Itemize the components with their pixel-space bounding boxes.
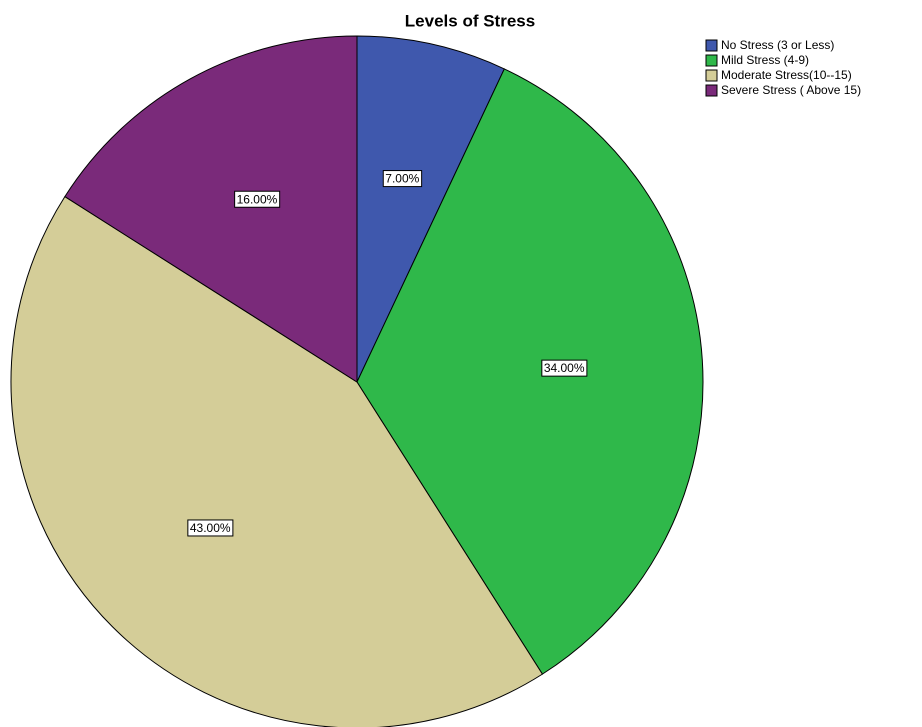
pie-slice: [356, 68, 704, 675]
data-label: 43.00%: [187, 519, 234, 537]
pie-slice: [64, 35, 358, 383]
data-label-text: 34.00%: [544, 361, 585, 375]
legend-swatch: [705, 39, 718, 52]
data-label-box: [382, 170, 423, 188]
legend-swatch: [705, 69, 718, 82]
data-label: 7.00%: [382, 170, 423, 188]
data-label-text: 7.00%: [385, 172, 419, 186]
legend-label: Mild Stress (4-9): [721, 53, 809, 67]
legend-label: No Stress (3 or Less): [721, 38, 834, 52]
legend-swatch: [705, 54, 718, 67]
data-label: 34.00%: [541, 359, 588, 377]
legend-swatch: [705, 84, 718, 97]
data-label-box: [541, 359, 588, 377]
pie-slice: [356, 35, 505, 383]
data-label-text: 16.00%: [237, 192, 278, 206]
data-label: 16.00%: [234, 190, 281, 208]
legend-label: Moderate Stress(10--15): [721, 68, 852, 82]
data-label-box: [187, 519, 234, 537]
data-label-box: [234, 190, 281, 208]
chart-title: Levels of Stress: [405, 11, 535, 30]
data-label-text: 43.00%: [190, 521, 231, 535]
legend-label: Severe Stress ( Above 15): [721, 83, 861, 97]
pie-slice: [10, 195, 544, 727]
